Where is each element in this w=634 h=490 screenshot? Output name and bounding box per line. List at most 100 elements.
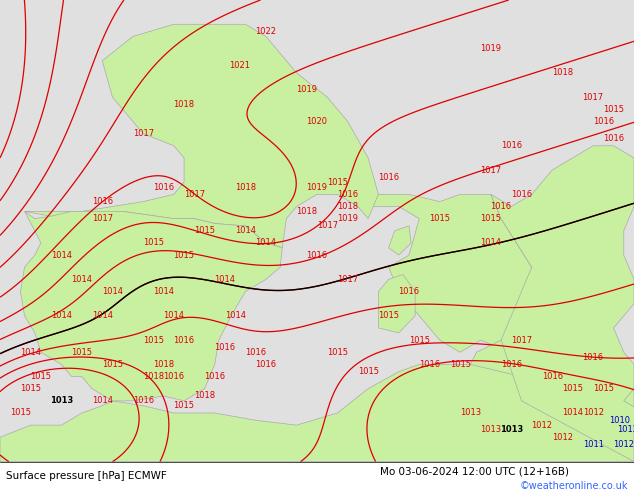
Text: 1014: 1014 xyxy=(153,287,174,296)
Text: 1016: 1016 xyxy=(419,360,440,369)
Text: 1019: 1019 xyxy=(337,214,358,223)
Text: 1018: 1018 xyxy=(174,100,195,109)
Text: 1014: 1014 xyxy=(102,287,123,296)
Text: 1015: 1015 xyxy=(174,401,195,410)
Polygon shape xyxy=(25,24,378,248)
Text: 1015: 1015 xyxy=(358,367,378,376)
Text: 1017: 1017 xyxy=(583,93,604,101)
Text: 1015: 1015 xyxy=(194,226,215,235)
Text: 1014: 1014 xyxy=(235,226,256,235)
Text: 1018: 1018 xyxy=(235,183,256,192)
Polygon shape xyxy=(368,195,552,376)
Text: 1013: 1013 xyxy=(460,409,481,417)
Text: 1014: 1014 xyxy=(224,311,246,320)
Text: 1012: 1012 xyxy=(531,420,552,430)
Text: 1021: 1021 xyxy=(229,61,250,70)
Text: 1015: 1015 xyxy=(10,409,31,417)
Text: 1014: 1014 xyxy=(562,409,583,417)
Text: 1017: 1017 xyxy=(133,129,153,138)
Text: 1015: 1015 xyxy=(143,239,164,247)
Text: 1016: 1016 xyxy=(245,348,266,357)
Text: 1013: 1013 xyxy=(49,396,73,405)
Text: 1017: 1017 xyxy=(92,214,113,223)
Text: 1016: 1016 xyxy=(399,287,420,296)
Text: 1015: 1015 xyxy=(20,384,41,393)
Text: 1015: 1015 xyxy=(71,348,93,357)
Text: 1014: 1014 xyxy=(92,311,113,320)
Text: 1012: 1012 xyxy=(618,425,634,435)
Text: 1018: 1018 xyxy=(143,372,164,381)
Text: 1018: 1018 xyxy=(153,360,174,369)
Text: 1010: 1010 xyxy=(609,416,630,425)
Text: 1013: 1013 xyxy=(500,425,523,435)
Polygon shape xyxy=(470,340,532,376)
Text: 1012: 1012 xyxy=(583,409,604,417)
Text: 1017: 1017 xyxy=(184,190,205,199)
Text: 1016: 1016 xyxy=(164,372,184,381)
Text: 1016: 1016 xyxy=(603,134,624,143)
Text: 1016: 1016 xyxy=(583,353,604,362)
Text: 1015: 1015 xyxy=(378,311,399,320)
Text: 1014: 1014 xyxy=(92,396,113,405)
Text: 1011: 1011 xyxy=(583,440,604,449)
Text: 1016: 1016 xyxy=(337,190,358,199)
Text: 1016: 1016 xyxy=(378,173,399,182)
Text: Mo 03-06-2024 12:00 UTC (12+16B): Mo 03-06-2024 12:00 UTC (12+16B) xyxy=(380,466,569,477)
Text: 1016: 1016 xyxy=(501,360,522,369)
Text: 1014: 1014 xyxy=(481,239,501,247)
Text: 1016: 1016 xyxy=(511,190,532,199)
Text: 1014: 1014 xyxy=(256,239,276,247)
Text: 1017: 1017 xyxy=(337,275,358,284)
Text: 1015: 1015 xyxy=(481,214,501,223)
Text: 1016: 1016 xyxy=(92,197,113,206)
Polygon shape xyxy=(491,146,634,462)
Text: 1018: 1018 xyxy=(337,202,358,211)
Text: 1019: 1019 xyxy=(306,183,328,192)
Text: 1016: 1016 xyxy=(501,141,522,150)
Text: 1016: 1016 xyxy=(204,372,225,381)
Text: 1018: 1018 xyxy=(194,392,215,400)
Text: 1015: 1015 xyxy=(30,372,51,381)
Text: 1019: 1019 xyxy=(481,44,501,53)
Text: 1015: 1015 xyxy=(174,250,195,260)
Text: 1015: 1015 xyxy=(450,360,470,369)
Text: 1015: 1015 xyxy=(429,214,450,223)
Text: 1016: 1016 xyxy=(174,336,195,344)
Text: 1016: 1016 xyxy=(133,396,153,405)
Text: 1014: 1014 xyxy=(164,311,184,320)
Polygon shape xyxy=(378,274,415,333)
Text: 1017: 1017 xyxy=(511,336,532,344)
Text: 1016: 1016 xyxy=(541,372,563,381)
Text: 1016: 1016 xyxy=(256,360,276,369)
Polygon shape xyxy=(0,365,634,462)
Text: 1017: 1017 xyxy=(316,221,338,230)
Text: 1014: 1014 xyxy=(71,275,93,284)
Text: 1015: 1015 xyxy=(593,384,614,393)
Text: 1014: 1014 xyxy=(51,311,72,320)
Text: 1018: 1018 xyxy=(296,207,318,216)
Text: 1012: 1012 xyxy=(552,433,573,442)
Text: 1014: 1014 xyxy=(20,348,41,357)
Text: 1015: 1015 xyxy=(603,105,624,114)
Text: 1020: 1020 xyxy=(306,117,328,126)
Text: 1017: 1017 xyxy=(481,166,501,174)
Polygon shape xyxy=(389,226,411,255)
Text: 1015: 1015 xyxy=(562,384,583,393)
Text: ©weatheronline.co.uk: ©weatheronline.co.uk xyxy=(519,481,628,490)
Text: 1015: 1015 xyxy=(327,178,348,187)
Text: 1015: 1015 xyxy=(409,336,430,344)
Text: 1018: 1018 xyxy=(552,69,573,77)
Text: 1016: 1016 xyxy=(306,250,328,260)
Text: 1015: 1015 xyxy=(327,348,348,357)
Text: Surface pressure [hPa] ECMWF: Surface pressure [hPa] ECMWF xyxy=(6,471,167,481)
Text: 1012: 1012 xyxy=(613,440,634,449)
Text: 1022: 1022 xyxy=(256,27,276,36)
Polygon shape xyxy=(20,211,282,401)
Text: 1015: 1015 xyxy=(143,336,164,344)
Text: 1019: 1019 xyxy=(296,85,317,95)
Text: 1016: 1016 xyxy=(153,183,174,192)
Text: 1016: 1016 xyxy=(491,202,512,211)
Text: 1016: 1016 xyxy=(593,117,614,126)
Text: 1016: 1016 xyxy=(214,343,235,352)
Text: 1013: 1013 xyxy=(481,425,501,435)
